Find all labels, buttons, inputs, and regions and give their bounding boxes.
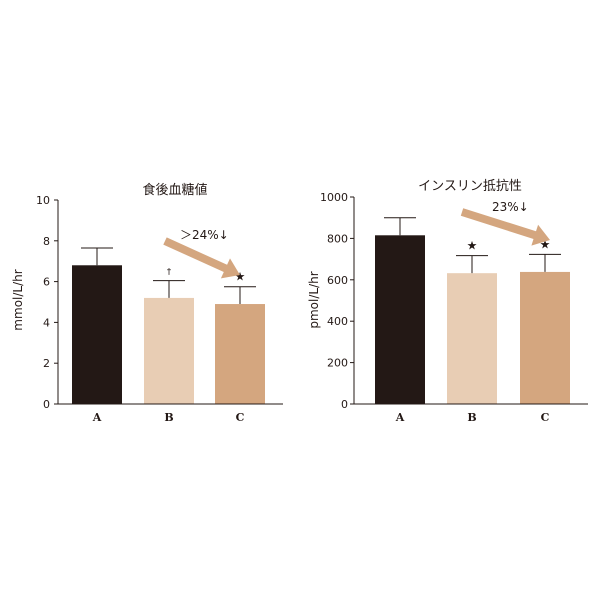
chart-2-y-tick-label: 800	[327, 232, 348, 245]
chart-2-bar-b	[447, 273, 497, 404]
chart-1-trend-arrow-icon	[163, 237, 240, 279]
chart-1-category-label-b: B	[164, 411, 173, 424]
chart-1-marker-c: ★	[235, 270, 246, 284]
chart-2-ylabel: pmol/L/hr	[307, 271, 321, 328]
chart-2-y-tick-label: 400	[327, 315, 348, 328]
chart-1-y-tick-label: 8	[43, 235, 50, 248]
chart-2-marker-b: ★	[467, 239, 478, 253]
chart-1-marker-b: †	[167, 268, 172, 278]
chart-2-y-tick-label: 600	[327, 274, 348, 287]
chart-2-y-tick-label: 1000	[320, 191, 348, 204]
chart-2-category-label-c: C	[541, 411, 550, 424]
chart-2-annotation: 23%↓	[492, 200, 529, 214]
chart-1-y-tick-label: 6	[43, 276, 50, 289]
chart-2-y-tick-label: 0	[341, 398, 348, 411]
chart-2-category-label-b: B	[467, 411, 476, 424]
chart-1-bar-a	[72, 265, 122, 404]
chart-1-bar-c	[215, 304, 265, 404]
chart-1-title: 食後血糖値	[142, 182, 207, 198]
chart-1-y-tick-label: 0	[43, 398, 50, 411]
chart-1-annotation: ＞24%↓	[180, 228, 229, 242]
chart-1-y-tick-label: 2	[43, 357, 50, 370]
chart-2-category-label-a: A	[395, 411, 405, 424]
chart-2-marker-c: ★	[540, 237, 551, 251]
chart-1: 食後血糖値 mmol/L/hr ＞24%↓ A † B ★ C 0 2 4 6 8 10	[11, 182, 283, 424]
chart-2-title: インスリン抵抗性	[418, 179, 522, 194]
chart-2-bar-c	[520, 271, 570, 404]
chart-2: インスリン抵抗性 pmol/L/hr 23%↓ A ★ B ★ C 0 200 400 600 8…	[307, 179, 588, 424]
chart-2-y-tick-label: 200	[327, 357, 348, 370]
chart-1-bar-b	[144, 297, 194, 404]
chart-1-ylabel: mmol/L/hr	[11, 269, 25, 330]
chart-1-y-tick-label: 10	[36, 194, 50, 207]
chart-2-trend-arrow-icon	[460, 208, 550, 246]
chart-1-category-label-a: A	[92, 411, 102, 424]
chart-1-y-tick-label: 4	[43, 316, 50, 329]
chart-1-category-label-c: C	[236, 411, 245, 424]
chart-2-bar-a	[375, 235, 425, 404]
